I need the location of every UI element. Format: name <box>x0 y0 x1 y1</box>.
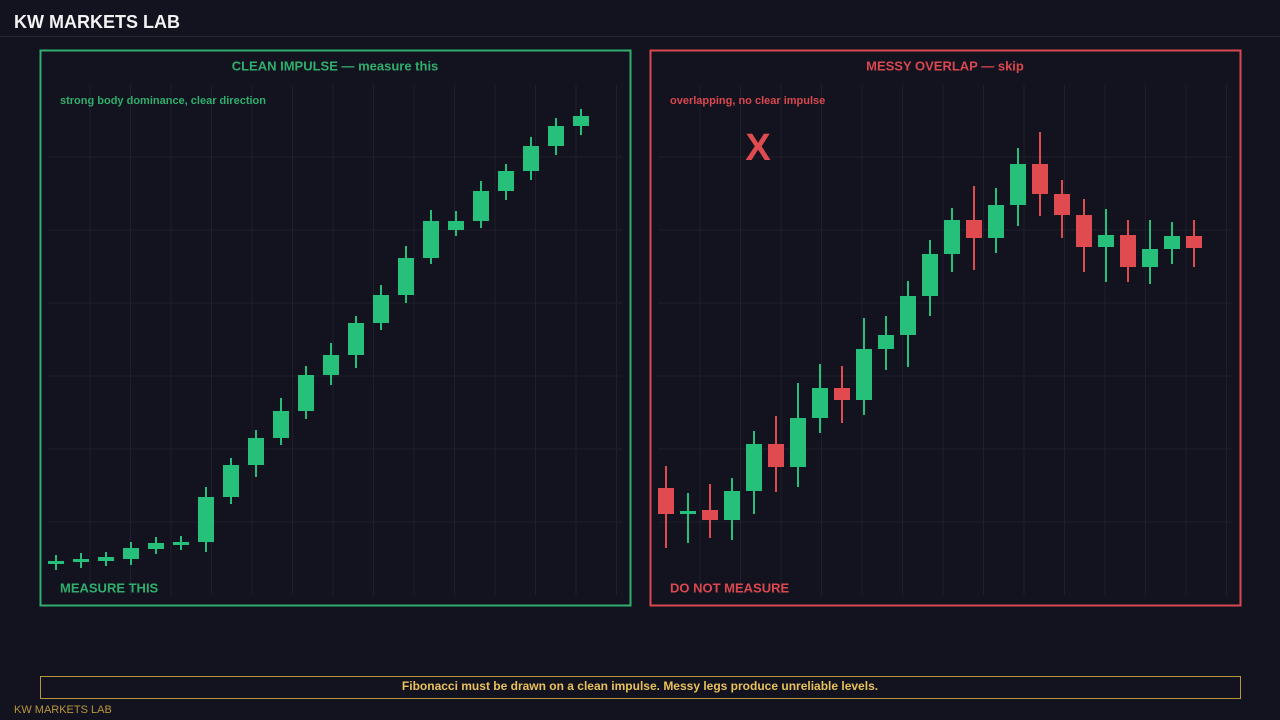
candle-body <box>834 388 850 400</box>
candle-body <box>658 488 674 514</box>
candle-body <box>148 543 164 549</box>
candle-body <box>123 548 139 559</box>
candle-body <box>1142 249 1158 267</box>
candle-body <box>173 542 189 545</box>
candle-body <box>248 438 264 465</box>
footer-box <box>40 676 1241 699</box>
candle-body <box>448 221 464 230</box>
candle-body <box>473 191 489 221</box>
candle-body <box>878 335 894 349</box>
candle-body <box>768 444 784 467</box>
candle-body <box>98 557 114 561</box>
candle-body <box>523 146 539 171</box>
candle-body <box>966 220 982 238</box>
footer-note: Fibonacci must be drawn on a clean impul… <box>402 679 878 693</box>
candle-body <box>702 510 718 520</box>
candle-body <box>900 296 916 335</box>
candle-body <box>724 491 740 520</box>
candle-body <box>1098 235 1114 247</box>
candle-body <box>373 295 389 323</box>
candle-body <box>812 388 828 418</box>
candle-body <box>1032 164 1048 194</box>
panel-title: CLEAN IMPULSE — measure this <box>232 58 439 73</box>
candle-body <box>790 418 806 467</box>
candle-body <box>746 444 762 491</box>
candle-body <box>944 220 960 254</box>
candle-body <box>548 126 564 146</box>
candle-body <box>323 355 339 375</box>
panel-label: DO NOT MEASURE <box>670 580 790 595</box>
candle-body <box>1186 236 1202 248</box>
candle-body <box>1054 194 1070 215</box>
candle-body <box>680 511 696 514</box>
candle-body <box>1010 164 1026 205</box>
panel <box>649 49 1242 607</box>
panel-subtitle: strong body dominance, clear direction <box>60 95 266 107</box>
panel-label: MEASURE THIS <box>60 580 159 595</box>
panel <box>39 49 632 607</box>
candle-body <box>273 411 289 438</box>
candle-body <box>48 561 64 564</box>
candle-body <box>73 559 89 562</box>
candle-body <box>423 221 439 258</box>
candle-body <box>1076 215 1092 247</box>
candle-body <box>498 171 514 191</box>
panel-subtitle: overlapping, no clear impulse <box>670 95 825 107</box>
footer-brand: KW MARKETS LAB <box>14 704 112 716</box>
brand-title: KW MARKETS LAB <box>14 12 180 32</box>
candle-body <box>1120 235 1136 267</box>
candle-body <box>856 349 872 400</box>
candle-body <box>223 465 239 497</box>
candle-body <box>573 116 589 126</box>
candle-body <box>1164 236 1180 249</box>
reject-mark: X <box>745 127 771 169</box>
candle-body <box>988 205 1004 238</box>
candle-body <box>298 375 314 411</box>
candle-body <box>348 323 364 355</box>
candle-body <box>398 258 414 295</box>
candle-body <box>922 254 938 296</box>
panel-title: MESSY OVERLAP — skip <box>866 58 1024 73</box>
candle-body <box>198 497 214 542</box>
